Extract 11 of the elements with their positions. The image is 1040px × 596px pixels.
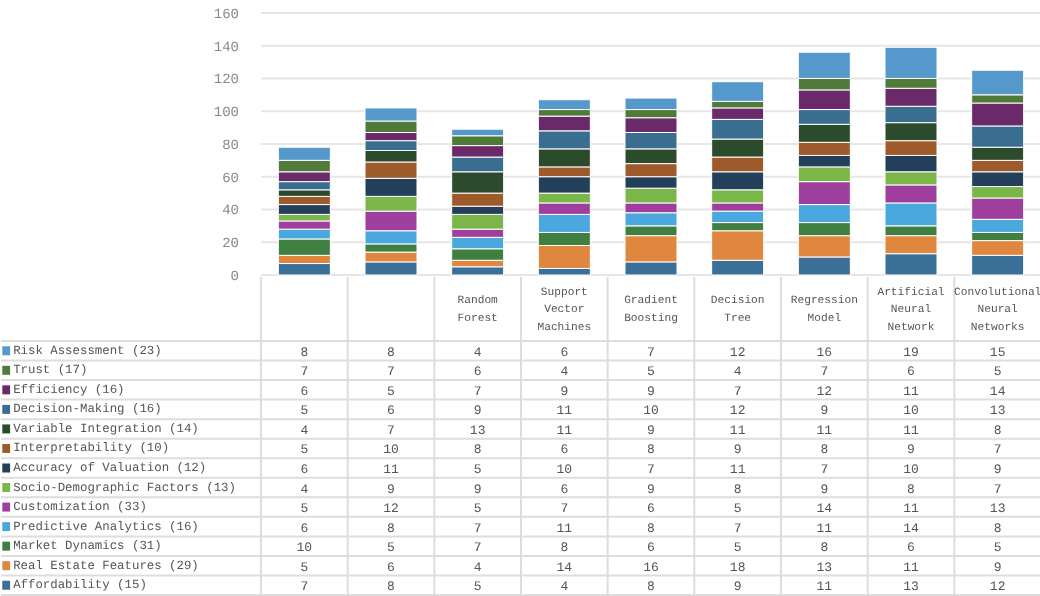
bar [537, 99, 591, 111]
bar [971, 69, 1025, 96]
bar [277, 189, 331, 197]
bar [624, 97, 678, 111]
bar [277, 263, 331, 276]
bar [451, 213, 505, 230]
bar [277, 238, 331, 256]
bar [277, 213, 331, 222]
bar [451, 266, 505, 276]
bar [711, 81, 765, 102]
bar [277, 204, 331, 215]
